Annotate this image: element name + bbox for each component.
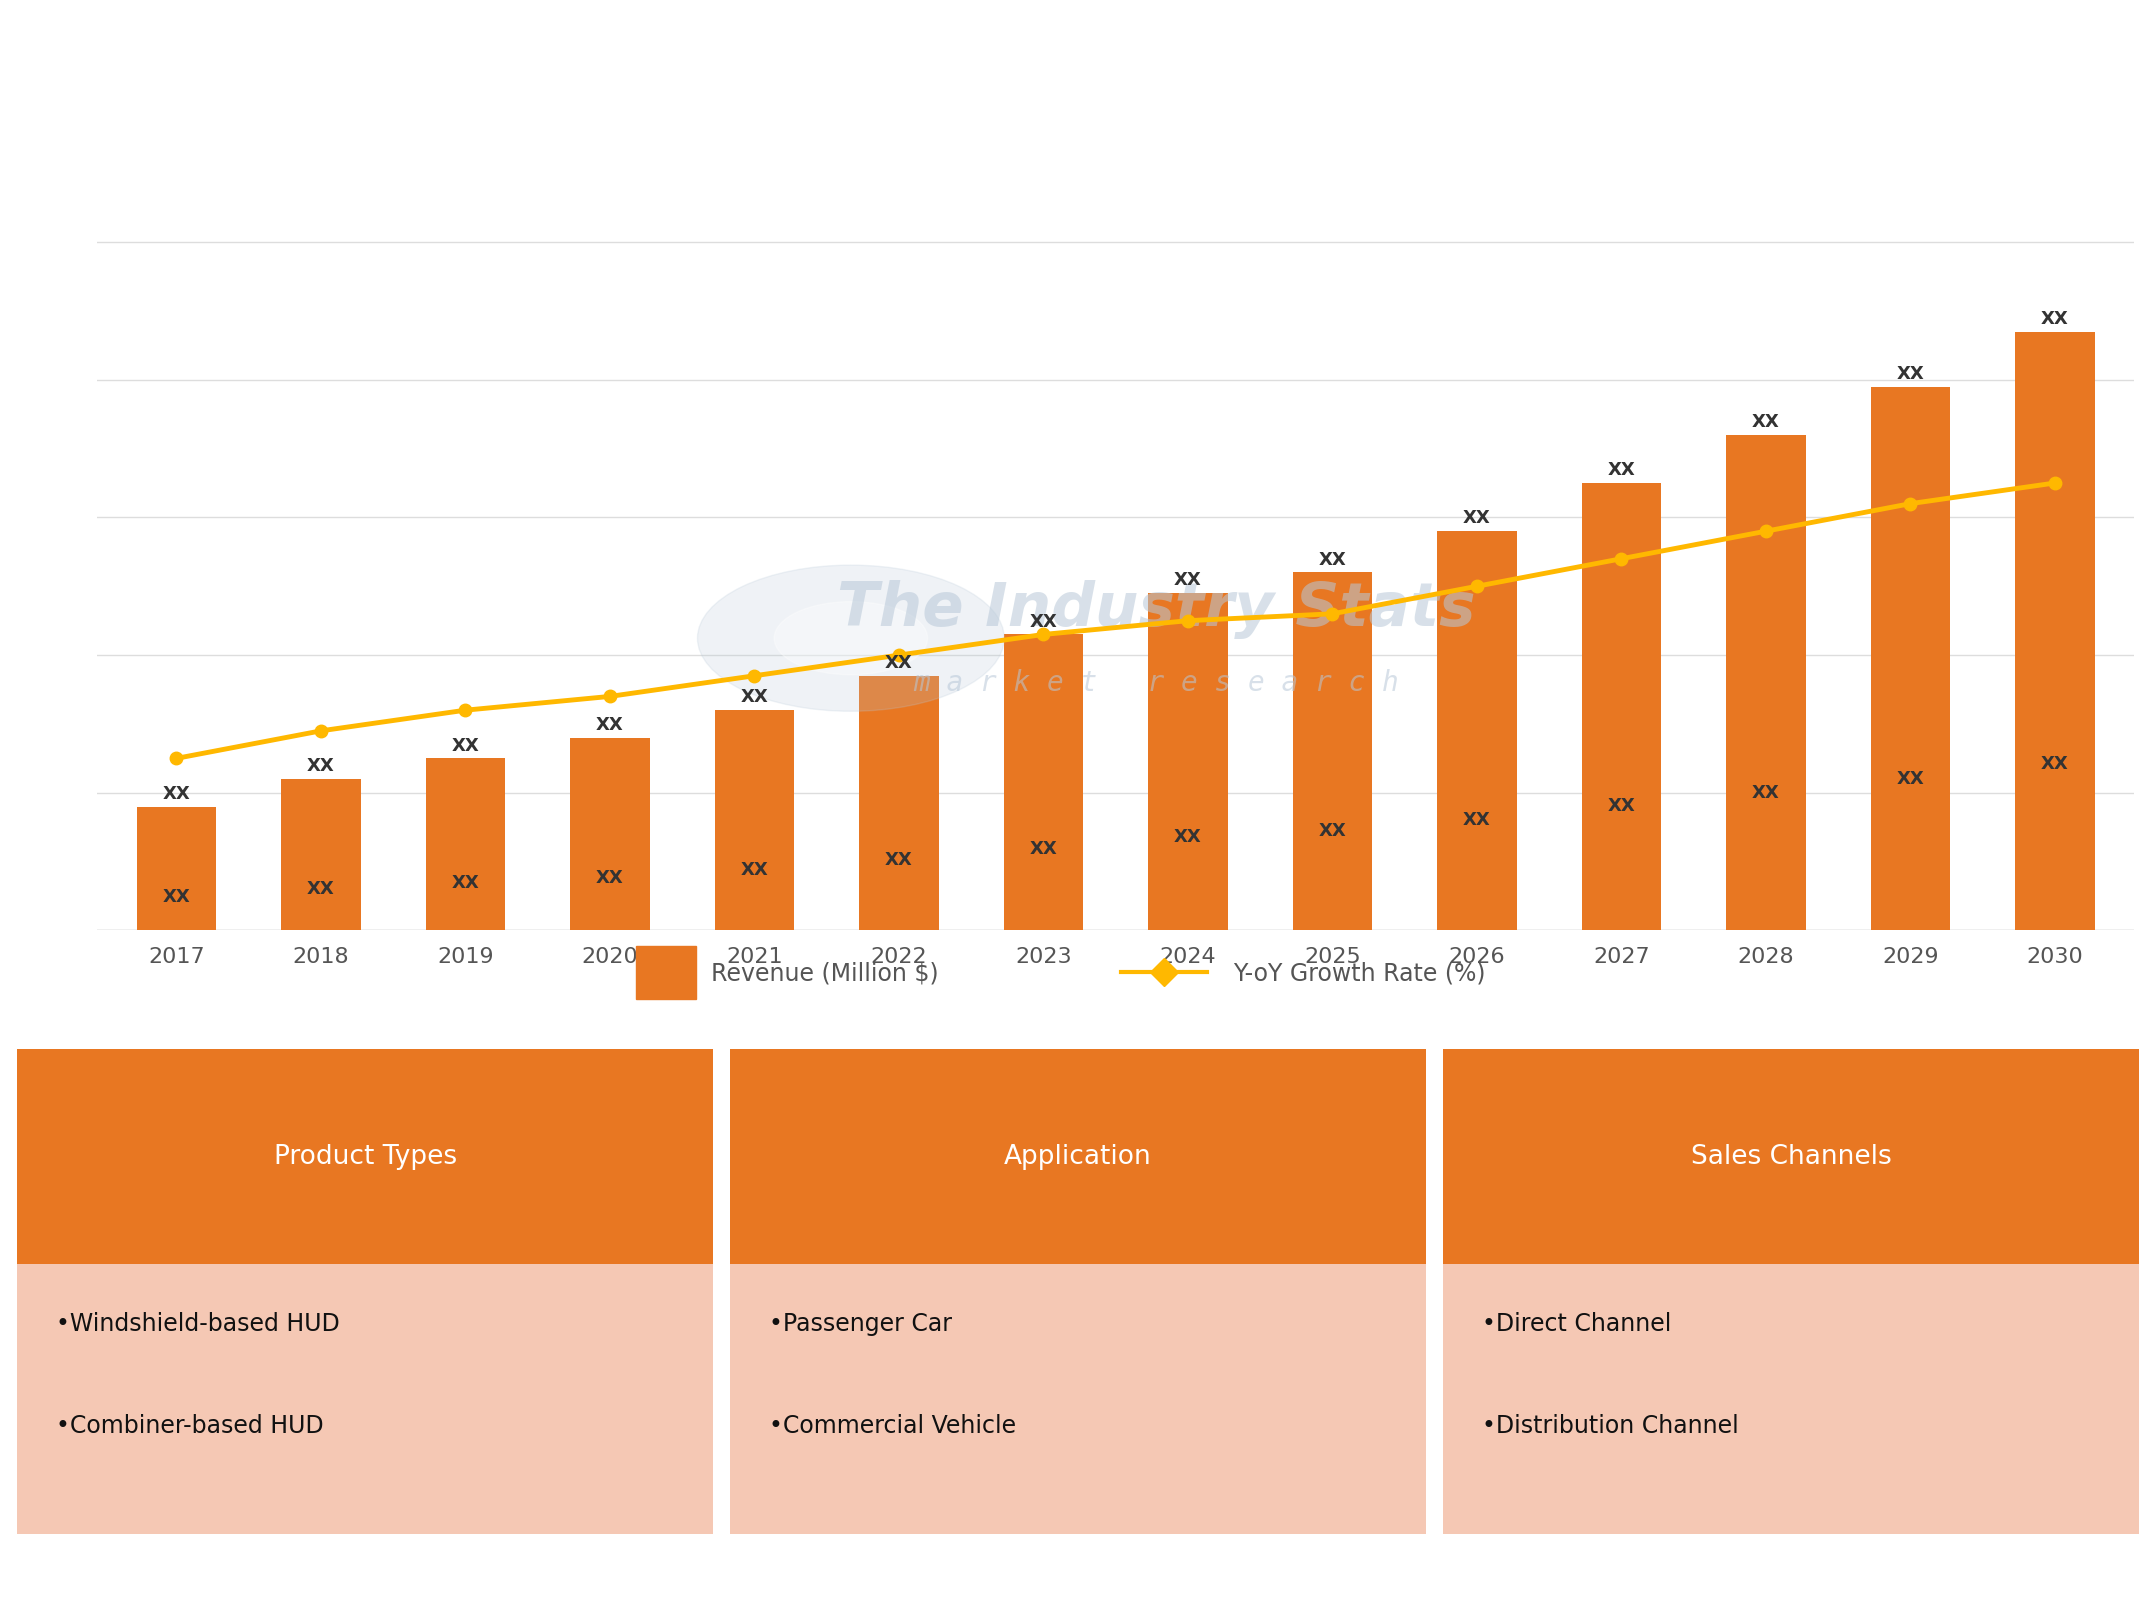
Bar bbox=[280, 780, 360, 931]
Text: •Distribution Channel: •Distribution Channel bbox=[1481, 1414, 1738, 1438]
Bar bbox=[2016, 332, 2096, 931]
Text: XX: XX bbox=[1608, 796, 1636, 815]
Text: XX: XX bbox=[1175, 571, 1201, 589]
Text: XX: XX bbox=[306, 756, 334, 775]
Text: XX: XX bbox=[742, 860, 768, 878]
Bar bbox=[425, 759, 505, 931]
Text: Product Types: Product Types bbox=[274, 1144, 457, 1170]
Text: XX: XX bbox=[1753, 783, 1781, 801]
Bar bbox=[1871, 387, 1951, 931]
Bar bbox=[1727, 435, 1807, 931]
Text: XX: XX bbox=[1464, 811, 1490, 828]
Bar bbox=[17, 1265, 714, 1534]
Text: XX: XX bbox=[1175, 828, 1201, 846]
Text: XX: XX bbox=[595, 716, 623, 733]
Bar bbox=[1442, 1050, 2139, 1265]
Bar bbox=[716, 711, 793, 931]
Text: XX: XX bbox=[1897, 364, 1925, 382]
Bar bbox=[731, 1050, 1425, 1265]
Bar bbox=[1149, 594, 1227, 931]
Text: Fig. Global Automotive HUD (Head-Up Display) Market Status and Outlook: Fig. Global Automotive HUD (Head-Up Disp… bbox=[28, 124, 1248, 151]
Bar bbox=[569, 738, 649, 931]
Text: XX: XX bbox=[2042, 754, 2070, 772]
Text: •Passenger Car: •Passenger Car bbox=[770, 1311, 953, 1335]
Text: XX: XX bbox=[1464, 509, 1490, 526]
Text: XX: XX bbox=[162, 888, 190, 905]
Text: XX: XX bbox=[742, 689, 768, 706]
Bar bbox=[1442, 1265, 2139, 1534]
Text: XX: XX bbox=[1897, 770, 1925, 788]
Bar bbox=[17, 1050, 714, 1265]
Text: Website: www.theindustrystats.com: Website: www.theindustrystats.com bbox=[1768, 1566, 2117, 1586]
Bar bbox=[1294, 573, 1371, 931]
Text: •Combiner-based HUD: •Combiner-based HUD bbox=[56, 1414, 323, 1438]
Text: XX: XX bbox=[1031, 612, 1056, 631]
Text: •Direct Channel: •Direct Channel bbox=[1481, 1311, 1671, 1335]
Bar bbox=[136, 807, 216, 931]
Text: Revenue (Million $): Revenue (Million $) bbox=[711, 961, 940, 984]
Text: XX: XX bbox=[1031, 839, 1056, 857]
Bar bbox=[1005, 636, 1082, 931]
Text: Source: Theindustrystats Analysis: Source: Theindustrystats Analysis bbox=[39, 1566, 369, 1586]
Text: •Commercial Vehicle: •Commercial Vehicle bbox=[770, 1414, 1015, 1438]
Bar bbox=[636, 945, 696, 1000]
Text: XX: XX bbox=[306, 880, 334, 897]
Text: Email: sales@theindustrystats.com: Email: sales@theindustrystats.com bbox=[908, 1566, 1248, 1586]
Text: Application: Application bbox=[1005, 1144, 1151, 1170]
Text: XX: XX bbox=[1319, 551, 1345, 568]
Bar bbox=[860, 676, 938, 931]
Circle shape bbox=[774, 602, 927, 676]
Text: XX: XX bbox=[1753, 412, 1781, 430]
Text: XX: XX bbox=[595, 868, 623, 886]
Circle shape bbox=[699, 567, 1005, 713]
Bar bbox=[1438, 531, 1516, 931]
Text: The Industry Stats: The Industry Stats bbox=[837, 579, 1475, 639]
Text: XX: XX bbox=[886, 851, 912, 868]
Text: m a r k e t   r e s e a r c h: m a r k e t r e s e a r c h bbox=[914, 669, 1399, 697]
Bar bbox=[731, 1265, 1425, 1534]
Text: XX: XX bbox=[162, 785, 190, 802]
Text: Y-oY Growth Rate (%): Y-oY Growth Rate (%) bbox=[1233, 961, 1485, 984]
Text: •Windshield-based HUD: •Windshield-based HUD bbox=[56, 1311, 341, 1335]
Text: XX: XX bbox=[2042, 310, 2070, 327]
Text: XX: XX bbox=[1608, 461, 1636, 478]
Text: XX: XX bbox=[886, 653, 912, 671]
Text: Sales Channels: Sales Channels bbox=[1690, 1144, 1891, 1170]
Text: XX: XX bbox=[1319, 822, 1345, 839]
Bar bbox=[1583, 483, 1662, 931]
Text: XX: XX bbox=[451, 873, 479, 892]
Text: XX: XX bbox=[451, 737, 479, 754]
